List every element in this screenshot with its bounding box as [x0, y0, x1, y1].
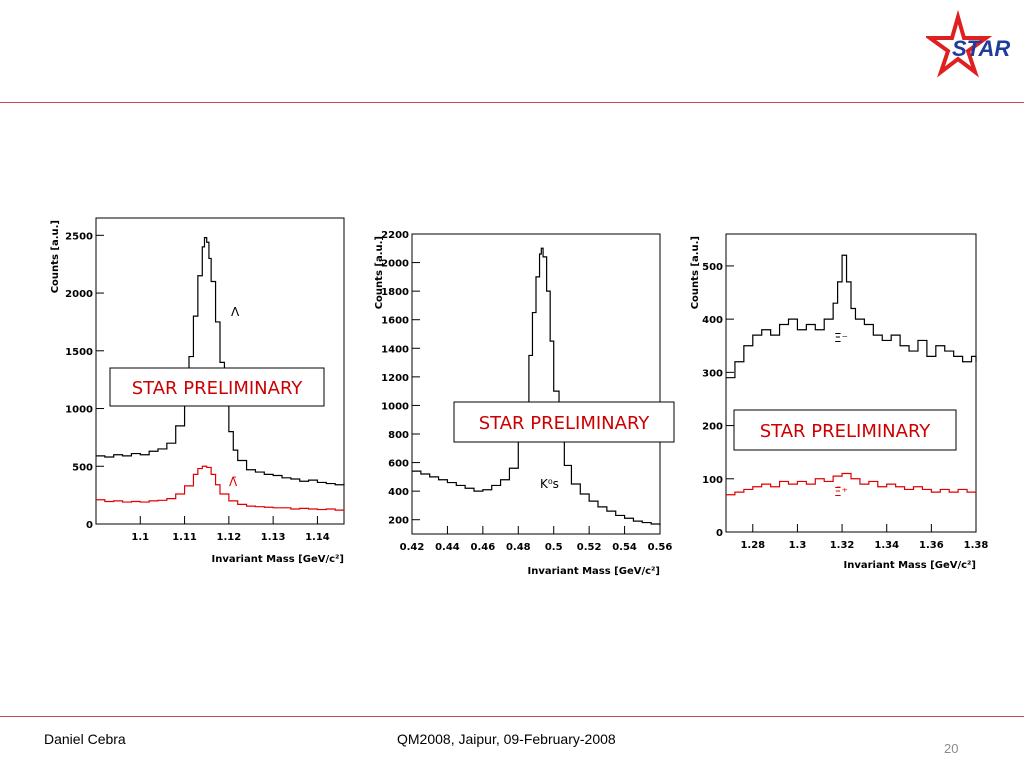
lambda-mass-plot: 0 500 1000 1500 2000 2500 1.1 1.11 1.12 1.13 1.14 I… [50, 217, 345, 565]
header-rule [0, 102, 1024, 103]
y-tick-label: 1200 [381, 373, 409, 384]
series-label: Λ̄ [229, 475, 238, 489]
preliminary-box [453, 401, 675, 443]
y-tick-label: 400 [702, 315, 723, 326]
x-tick-label: 0.44 [435, 542, 460, 553]
x-tick-label: 1.34 [874, 540, 899, 551]
k0s-mass-plot: 200 400 600 800 1000 1200 1400 1600 1800 2000 2200… [374, 230, 675, 577]
x-tick-label: 1.12 [217, 532, 242, 543]
series-line [726, 472, 976, 496]
series-label: K⁰s [540, 477, 559, 491]
y-tick-label: 500 [702, 262, 723, 273]
y-axis-label: Counts [a.u.] [50, 220, 61, 293]
series-line [96, 237, 345, 486]
y-tick-label: 1000 [65, 405, 93, 416]
y-tick-label: 200 [388, 516, 409, 527]
x-tick-label: 1.38 [964, 540, 989, 551]
y-tick-label: 500 [72, 462, 93, 473]
footer-event: QM2008, Jaipur, 09-February-2008 [397, 731, 616, 747]
y-tick-label: 200 [702, 422, 723, 433]
y-tick-label: 0 [716, 528, 723, 539]
x-tick-label: 1.3 [789, 540, 807, 551]
y-tick-label: 800 [388, 430, 409, 441]
y-axis-label: Counts [a.u.] [690, 236, 701, 309]
x-tick-label: 1.28 [740, 540, 765, 551]
x-axis-label: Invariant Mass [GeV/c²] [843, 560, 976, 571]
x-tick-label: 1.1 [131, 532, 149, 543]
y-axis-label: Counts [a.u.] [374, 236, 385, 309]
star-logo: STAR [926, 10, 1010, 78]
y-tick-label: 2500 [65, 231, 93, 242]
xi-mass-plot: 0 100 200 300 400 500 1.28 1.3 1.32 1.34 1.36 1.38 I… [690, 233, 988, 571]
y-tick-label: 1600 [381, 316, 409, 327]
y-tick-label: 2200 [381, 230, 409, 241]
x-tick-label: 0.56 [648, 542, 673, 553]
page-number: 20 [944, 741, 959, 756]
preliminary-box [733, 409, 957, 451]
preliminary-label: STAR PRELIMINARY [479, 413, 651, 434]
y-tick-label: 2000 [381, 259, 409, 270]
x-tick-label: 0.52 [577, 542, 602, 553]
x-tick-label: 0.48 [506, 542, 531, 553]
x-tick-label: 0.46 [471, 542, 496, 553]
series-label: Λ [231, 305, 240, 319]
y-tick-label: 0 [86, 520, 93, 531]
x-tick-label: 0.5 [545, 542, 563, 553]
series-line [96, 465, 345, 511]
y-tick-label: 1500 [65, 347, 93, 358]
preliminary-box [109, 367, 325, 407]
y-tick-label: 1800 [381, 287, 409, 298]
footer-rule [0, 716, 1024, 717]
x-tick-label: 1.11 [172, 532, 197, 543]
x-tick-label: 0.54 [612, 542, 637, 553]
x-axis-label: Invariant Mass [GeV/c²] [527, 566, 660, 577]
x-tick-label: 1.32 [830, 540, 855, 551]
x-axis-label: Invariant Mass [GeV/c²] [211, 554, 344, 565]
series-label: Ξ⁻ [834, 331, 848, 345]
preliminary-label: STAR PRELIMINARY [132, 378, 304, 399]
footer-author: Daniel Cebra [44, 731, 126, 747]
y-tick-label: 100 [702, 475, 723, 486]
y-tick-label: 2000 [65, 289, 93, 300]
y-tick-label: 300 [702, 368, 723, 379]
y-tick-label: 400 [388, 487, 409, 498]
series-line [412, 247, 661, 526]
star-logo-text: STAR [952, 36, 1010, 61]
series-line [726, 254, 977, 379]
y-tick-label: 1400 [381, 344, 409, 355]
y-tick-label: 1000 [381, 401, 409, 412]
x-tick-label: 1.13 [261, 532, 286, 543]
plot-frame [725, 233, 977, 533]
series-label: Ξ̄⁺ [834, 485, 848, 499]
star-logo-star-icon [926, 10, 993, 78]
x-tick-label: 0.42 [400, 542, 425, 553]
x-tick-label: 1.36 [919, 540, 944, 551]
y-tick-label: 600 [388, 459, 409, 470]
preliminary-label: STAR PRELIMINARY [760, 421, 932, 442]
x-tick-label: 1.14 [305, 532, 330, 543]
